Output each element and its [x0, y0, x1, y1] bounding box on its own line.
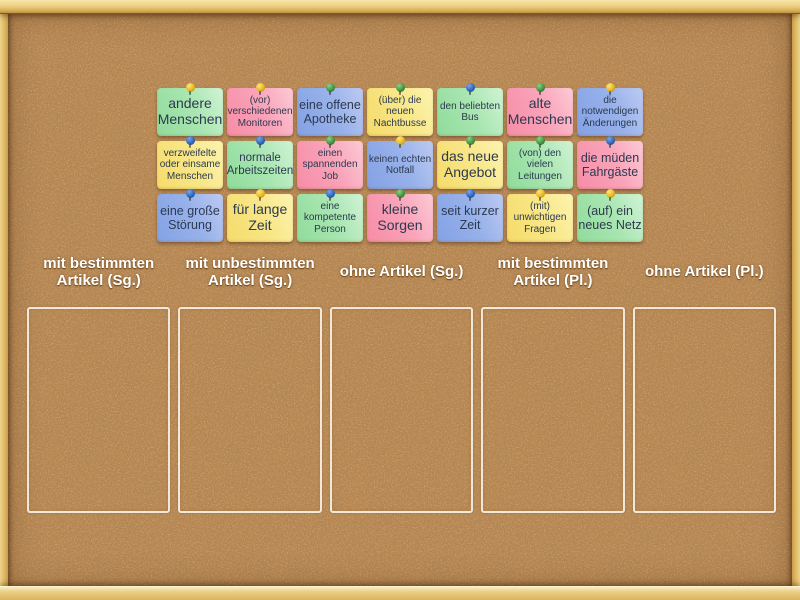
drop-zone-2[interactable]: [178, 307, 322, 513]
word-tile-label: seit kurzer Zeit: [441, 204, 499, 232]
push-pin-icon: [185, 189, 195, 201]
word-tile-12[interactable]: das neue Angebot: [437, 136, 503, 189]
board-frame-bottom: [0, 586, 800, 600]
word-tile-label: einen spannenden Job: [302, 148, 358, 182]
word-tile-label: (über) die neuen Nachtbusse: [373, 95, 427, 129]
word-tile-3[interactable]: eine offene Apotheke: [297, 83, 363, 136]
push-pin-icon: [605, 83, 615, 95]
word-tile-label: keinen echten Notfall: [368, 153, 432, 176]
word-tile-label: (mit) unwichtigen Fragen: [513, 201, 567, 235]
word-tile-21[interactable]: (auf) ein neues Netz: [577, 189, 643, 242]
word-tile-label: die notwendigen Änderungen: [581, 95, 639, 129]
push-pin-icon: [185, 83, 195, 95]
word-tile-label: alte Menschen: [507, 95, 573, 127]
category-labels-row: mit bestimmten Artikel (Sg.) mit unbesti…: [27, 249, 776, 295]
word-tile-5[interactable]: den beliebten Bus: [437, 83, 503, 136]
word-tile-2[interactable]: (vor) verschiedenen Monitoren: [227, 83, 293, 136]
drop-zones-row: [27, 307, 777, 513]
push-pin-icon: [325, 189, 335, 201]
push-pin-icon: [185, 136, 195, 148]
word-tile-label: (auf) ein neues Netz: [578, 204, 642, 232]
drop-zone-4[interactable]: [481, 307, 625, 513]
category-label-1: mit bestimmten Artikel (Sg.): [43, 254, 155, 289]
word-tile-7[interactable]: die notwendigen Änderungen: [577, 83, 643, 136]
word-tile-label: für lange Zeit: [232, 201, 288, 233]
word-tile-11[interactable]: keinen echten Notfall: [367, 136, 433, 189]
word-tile-label: eine kompetente Person: [303, 201, 357, 235]
push-pin-icon: [465, 83, 475, 95]
word-tile-17[interactable]: eine kompetente Person: [297, 189, 363, 242]
category-label-4: mit bestimmten Artikel (Pl.): [497, 254, 609, 289]
word-tile-label: (von) den vielen Leitungen: [518, 148, 562, 182]
word-tile-10[interactable]: einen spannenden Job: [297, 136, 363, 189]
push-pin-icon: [255, 83, 265, 95]
push-pin-icon: [395, 189, 405, 201]
push-pin-icon: [465, 189, 475, 201]
drop-zone-5[interactable]: [632, 307, 777, 513]
word-tile-15[interactable]: eine große Störung: [157, 189, 223, 242]
word-tile-label: normale Arbeitszeiten: [226, 152, 294, 177]
word-tile-label: das neue Angebot: [441, 148, 499, 180]
drop-zone-3[interactable]: [329, 307, 474, 513]
push-pin-icon: [395, 83, 405, 95]
word-tile-label: kleine Sorgen: [377, 201, 423, 233]
word-tile-label: eine offene Apotheke: [299, 98, 361, 126]
board-frame-top: [0, 0, 800, 14]
word-tile-13[interactable]: (von) den vielen Leitungen: [507, 136, 573, 189]
word-tile-label: den beliebten Bus: [439, 100, 501, 123]
push-pin-icon: [605, 189, 615, 201]
category-label-3: ohne Artikel (Sg.): [339, 263, 464, 281]
word-tile-16[interactable]: für lange Zeit: [227, 189, 293, 242]
word-tile-9[interactable]: normale Arbeitszeiten: [226, 136, 294, 189]
board-frame-right: [792, 0, 800, 600]
word-tile-18[interactable]: kleine Sorgen: [367, 189, 433, 242]
word-tile-8[interactable]: verzweifelte oder einsame Menschen: [157, 136, 223, 189]
word-tile-4[interactable]: (über) die neuen Nachtbusse: [367, 83, 433, 136]
board-frame-left: [0, 0, 8, 600]
word-tile-20[interactable]: (mit) unwichtigen Fragen: [507, 189, 573, 242]
push-pin-icon: [325, 136, 335, 148]
word-tile-19[interactable]: seit kurzer Zeit: [437, 189, 503, 242]
category-label-2: mit unbestimmten Artikel (Sg.): [185, 254, 315, 289]
push-pin-icon: [535, 189, 545, 201]
word-tile-label: verzweifelte oder einsame Menschen: [159, 148, 221, 182]
push-pin-icon: [535, 83, 545, 95]
category-label-5: ohne Artikel (Pl.): [645, 263, 764, 281]
word-tile-14[interactable]: die müden Fahrgäste: [577, 136, 643, 189]
push-pin-icon: [395, 136, 405, 148]
word-tile-label: eine große Störung: [160, 204, 220, 232]
word-tile-label: (vor) verschiedenen Monitoren: [227, 95, 293, 129]
push-pin-icon: [255, 136, 265, 148]
push-pin-icon: [255, 189, 265, 201]
word-tile-1[interactable]: andere Menschen: [157, 83, 223, 136]
tiles-grid: andere Menschen (vor) verschiedenen Moni…: [157, 83, 643, 242]
push-pin-icon: [465, 136, 475, 148]
word-tile-label: andere Menschen: [157, 95, 223, 127]
drop-zone-1[interactable]: [27, 307, 171, 513]
word-tile-label: die müden Fahrgäste: [580, 151, 640, 179]
push-pin-icon: [325, 83, 335, 95]
word-tile-6[interactable]: alte Menschen: [507, 83, 573, 136]
push-pin-icon: [605, 136, 615, 148]
push-pin-icon: [535, 136, 545, 148]
